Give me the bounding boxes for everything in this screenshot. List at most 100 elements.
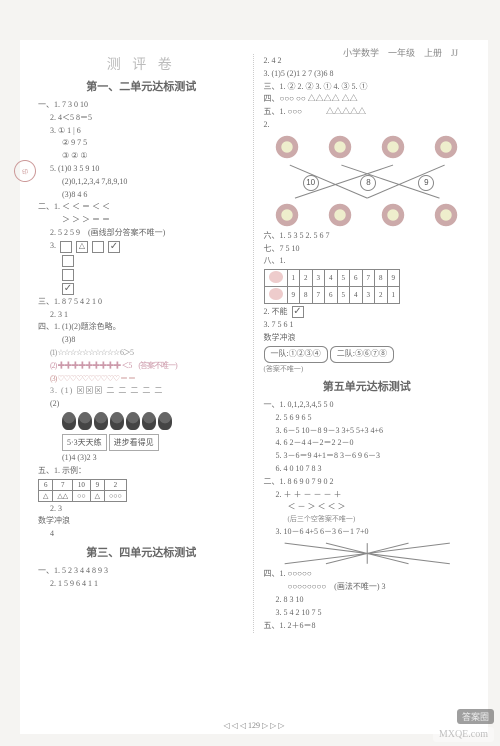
table-cell: 2: [300, 270, 313, 287]
flower-row-bottom: [264, 202, 471, 228]
table-row: 1 2 3 4 5 6 7 8 9: [264, 270, 400, 287]
table-cell: 3: [362, 287, 375, 304]
watermark-url: MXQE.com: [433, 727, 494, 742]
empty-box-icon: [92, 241, 104, 253]
text-line: 三、1. ② 2. ② 3. ① 4. ③ 5. ①: [264, 82, 471, 93]
table-cell: 10: [73, 479, 90, 490]
table-cell: 1: [287, 270, 300, 287]
text-line: 5. 3－6＝9 4+1＝8 3－6 9 6－3: [264, 451, 471, 462]
piggy-icon: [269, 288, 283, 300]
note: (答案不唯一): [264, 365, 471, 374]
note: (后三个空答案不唯一): [264, 515, 471, 524]
empty-box-icon: [60, 241, 72, 253]
text-line: 2.: [264, 120, 471, 131]
flower-icon: [380, 134, 406, 160]
text-line: ③ ② ①: [38, 151, 245, 162]
text-line: 2. 3 1: [38, 310, 245, 321]
text-line: (3)8: [38, 335, 245, 346]
table-cell: [264, 287, 287, 304]
table-cell: [264, 270, 287, 287]
text-line: (2): [38, 399, 245, 410]
text-line: 四、1. (1)(2)题涂色略。: [38, 322, 245, 333]
check-box-icon: ✓: [62, 283, 74, 295]
text-line: 一、1. 5 2 3 4 4 8 9 3: [38, 566, 245, 577]
text-line: 3. 7 5 6 1: [264, 320, 471, 331]
empty-box-icon: [62, 269, 74, 281]
text-line: 八、1.: [264, 256, 471, 267]
text-line: 五、1. 示例：: [38, 466, 245, 477]
cross-lines-icon: [264, 539, 470, 568]
table-cell: 9: [387, 270, 400, 287]
page: 小学数学 一年级 上册 JJ 测 评 卷 第一、二单元达标测试 印 一、1. 7…: [20, 40, 488, 734]
table-row: 9 8 7 6 5 4 3 2 1: [264, 287, 400, 304]
table-cell: 9: [90, 479, 104, 490]
text-line: 3. 5 4 2 10 7 5: [264, 608, 471, 619]
text-line: 一、1. 0,1,2,3,4,5 5 0: [264, 400, 471, 411]
table-cell: 7: [53, 479, 73, 490]
text-line: (2)0,1,2,3,4 7,8,9,10: [38, 177, 245, 188]
text-line: 数学冲浪: [38, 516, 245, 527]
triangle-box-icon: △: [76, 241, 88, 253]
box-row: 3. △ ✓: [38, 241, 245, 253]
circle-number: 9: [418, 175, 434, 191]
label: 3.: [50, 241, 56, 252]
hearts-line: (3) ♡♡♡♡♡♡♡♡♡♡ ＝ ＝: [38, 374, 245, 385]
table-cell: 8: [300, 287, 313, 304]
piggy-icon: [269, 271, 283, 283]
text-line: 四、1. ○○○○○: [264, 569, 471, 580]
stamp-icon: 印: [12, 158, 37, 183]
text-line: ＜ － ＞ ＜ ＜ ＞: [264, 502, 471, 513]
flower-icon: [274, 134, 300, 160]
text-line: (3)8 4 6: [38, 190, 245, 201]
flower-icon: [433, 202, 459, 228]
table-row: △ △△ ○○ △ ○○○: [39, 490, 127, 501]
main-title: 测 评 卷: [38, 54, 245, 74]
box-row: [38, 269, 245, 281]
team-box: 二队:⑤⑥⑦⑧: [330, 346, 394, 363]
text-line: 三、1. 8 7 5 4 2 1 0: [38, 297, 245, 308]
text-line: 2. 3: [38, 504, 245, 515]
text-line: ○○○○○○○○ (画法不唯一) 3: [264, 582, 471, 593]
cross-match: [264, 539, 471, 567]
flower-row-top: [264, 134, 471, 160]
table-cell: 7: [312, 287, 325, 304]
banner-row: 5·3天天练 进步看得见: [38, 432, 245, 451]
table-cell: ○○: [73, 490, 90, 501]
left-column: 测 评 卷 第一、二单元达标测试 印 一、1. 7 3 0 10 2. 4＜5 …: [38, 54, 254, 633]
watermark-badge: 答案圈: [457, 709, 494, 724]
text-line: 五、1. ○○○ △△△△△: [264, 107, 471, 118]
table-cell: 6: [325, 287, 338, 304]
table-cell: 7: [362, 270, 375, 287]
text-line: 数学冲浪: [264, 333, 471, 344]
table-cell: 8: [375, 270, 388, 287]
banner: 进步看得见: [109, 434, 159, 451]
table-cell: ○○○: [105, 490, 127, 501]
text-line: 二、1. 8 6 9 0 7 9 0 2: [264, 477, 471, 488]
table-cell: 2: [375, 287, 388, 304]
text-line: 4: [38, 529, 245, 540]
table-cell: 6: [39, 479, 53, 490]
flower-icon: [274, 202, 300, 228]
doll-icon: [158, 412, 172, 430]
text-line: 3. (1)5 (2)1 2 7 (3)6 8: [264, 69, 471, 80]
table-cell: 9: [287, 287, 300, 304]
table-cell: 3: [312, 270, 325, 287]
text-line: 2. 5 6 9 6 5: [264, 413, 471, 424]
x-line: 3. (1) ⊠⊠⊠ 二 二 二 二 二: [38, 386, 245, 397]
page-footer: ◁ ◁ ◁ 129 ▷ ▷ ▷: [20, 721, 488, 730]
header-right: 小学数学 一年级 上册 JJ: [343, 46, 458, 59]
text-line: 3. ① 1 | 6: [38, 126, 245, 137]
table-cell: 6: [350, 270, 363, 287]
text-line: 七、7 5 10: [264, 244, 471, 255]
table-row: 6 7 10 9 2: [39, 479, 127, 490]
doll-icon: [110, 412, 124, 430]
flower-icon: [380, 202, 406, 228]
text-line: (1)4 (3)2 3: [38, 453, 245, 464]
box-row: [38, 255, 245, 267]
check-box-icon: ✓: [108, 241, 120, 253]
text-line: 5. (1)0 3 5 9 10: [38, 164, 245, 175]
text-line: 2. 4＜5 8＝5: [38, 113, 245, 124]
text-line: 2. 不能 ✓: [264, 306, 471, 318]
text-line: 3. 10－6 4+5 6－3 6－1 7+0: [264, 527, 471, 538]
text-line: 2. ＋ ＋ － － － ＋: [264, 490, 471, 501]
